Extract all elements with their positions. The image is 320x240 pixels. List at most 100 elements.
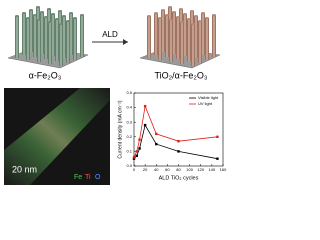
nanorod-tip (69, 12, 73, 14)
nanorod-tip (66, 20, 70, 22)
x-tick-label: 160 (220, 167, 227, 172)
nanorod-tip (169, 19, 173, 21)
nanorod (201, 13, 205, 55)
data-point (132, 156, 136, 159)
x-tick-label: 40 (154, 167, 159, 172)
nanorod (169, 20, 173, 62)
data-point (216, 135, 219, 138)
data-point (155, 132, 158, 136)
nanorod (147, 16, 151, 58)
nanorod-tip (194, 15, 198, 17)
nanorod-tip (180, 21, 184, 23)
nanorod (26, 18, 30, 60)
data-point (143, 123, 147, 127)
nanorod-tip (73, 17, 77, 19)
nanorod-tip (48, 21, 52, 23)
nanorod-tip (201, 12, 205, 14)
y-tick-label: 0.3 (126, 119, 132, 124)
x-tick-label: 120 (197, 167, 204, 172)
nanorod-tip (158, 17, 162, 19)
nanorod (15, 16, 19, 58)
y-tick-label: 0.4 (126, 105, 132, 110)
nanorod (29, 10, 33, 52)
figure: ALD α-Fe₂O₃ TiO₂/α-Fe₂O₃ 20 nm Fe Ti O 0… (4, 6, 227, 185)
element-fe: Fe (74, 174, 82, 181)
nanorod-tip (161, 9, 165, 11)
nanorod-tip (26, 17, 30, 19)
nanorod-tip (80, 14, 84, 16)
arrow-head (123, 39, 128, 45)
data-point (135, 150, 138, 153)
element-ti: Ti (85, 174, 91, 181)
nanorod-tip (179, 8, 183, 10)
nanorod-tip (44, 16, 48, 18)
nanorod (80, 15, 84, 57)
nanorod-tip (183, 13, 187, 15)
left-label: α-Fe₂O₃ (29, 70, 62, 80)
data-point (135, 154, 138, 157)
data-point (216, 157, 219, 160)
nanorod (161, 10, 165, 52)
nanorod-tip (55, 18, 59, 20)
nanorod-tip (212, 14, 216, 16)
nanorod-tip (47, 8, 51, 10)
nanorod-tip (147, 15, 151, 17)
nanorod (40, 12, 44, 54)
nanorod-tip (15, 15, 19, 17)
nanorod (37, 20, 41, 62)
chart: 0 20 40 60 80 100 120 140 160 0.0 0.1 0.2 0.3 0.4 0.5 A… (117, 90, 227, 181)
nanorod-tip (62, 15, 66, 17)
nanorod-tip (198, 20, 202, 22)
nanorod-tip (205, 17, 209, 19)
nanorod-tip (58, 10, 62, 12)
arrow-label: ALD (102, 30, 118, 39)
data-point (143, 104, 147, 108)
y-tick-label: 0.0 (126, 163, 132, 168)
data-point (155, 142, 158, 146)
legend-label: UV light (198, 101, 213, 106)
data-point (177, 139, 180, 143)
nanorod (198, 21, 202, 63)
nanorod-tip (154, 12, 158, 14)
x-tick-label: 60 (165, 167, 170, 172)
nanorod (176, 17, 180, 59)
nanorod (194, 16, 198, 58)
y-tick-label: 0.5 (126, 90, 132, 95)
nanorod (62, 16, 66, 58)
nanorod (212, 15, 216, 57)
nanorod (44, 17, 48, 59)
nanorod (73, 18, 77, 60)
nanorod (48, 22, 52, 64)
nanorod-tip (37, 19, 41, 21)
nanorod (69, 13, 73, 55)
nanorod-tip (187, 18, 191, 20)
nanorod-tip (176, 16, 180, 18)
y-tick-label: 0.1 (126, 148, 132, 153)
data-point (177, 150, 180, 153)
series-line (133, 104, 218, 158)
nanorod-illustrations (7, 6, 221, 69)
nanorod-tip (29, 9, 33, 11)
nanorod (165, 15, 169, 57)
nanorod (172, 12, 176, 54)
x-tick-label: 0 (133, 167, 136, 172)
nanorod (191, 24, 195, 66)
nanorod-tip (40, 11, 44, 13)
x-axis-label: ALD TiO₂ cycles (159, 175, 199, 181)
data-point (132, 157, 136, 160)
y-tick-label: 0.2 (126, 134, 132, 139)
nanorod-tip (190, 10, 194, 12)
nanorod (205, 18, 209, 60)
element-o: O (95, 174, 101, 181)
nanorod (183, 14, 187, 56)
scale-label: 20 nm (12, 164, 37, 174)
x-tick-label: 140 (209, 167, 216, 172)
y-axis-label: Current density (mA cm⁻²) (117, 100, 123, 159)
nanorod-tip (36, 6, 40, 8)
right-label: TiO₂/α-Fe₂O₃ (154, 70, 207, 80)
nanorod (158, 18, 162, 60)
nanorod-tip (172, 11, 176, 13)
data-point (138, 138, 141, 141)
series-line (133, 124, 218, 160)
nanorod-tip (22, 12, 26, 14)
